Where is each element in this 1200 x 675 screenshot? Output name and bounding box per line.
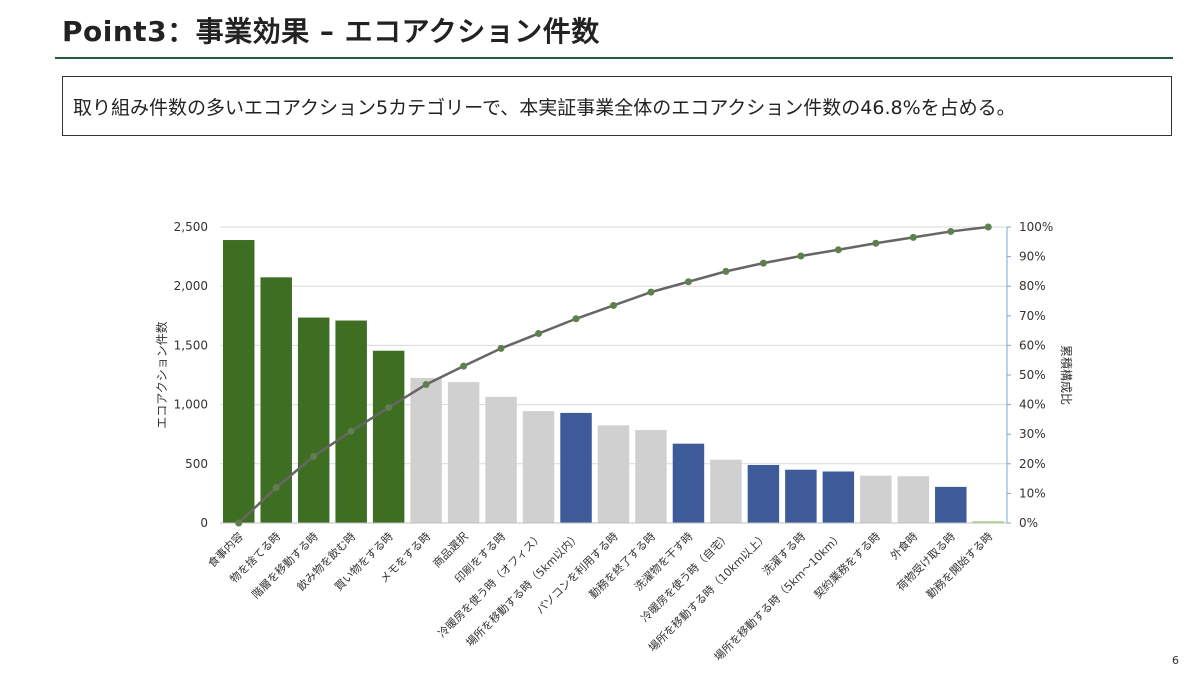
bar xyxy=(972,521,1005,523)
bar xyxy=(372,350,405,523)
bar xyxy=(597,425,630,523)
cumulative-point xyxy=(310,452,318,460)
bar xyxy=(747,464,780,523)
summary-box: 取り組み件数の多いエコアクション5カテゴリーで、本実証事業全体のエコアクション件… xyxy=(62,76,1172,136)
bar xyxy=(710,459,742,523)
cumulative-point xyxy=(235,519,243,527)
bar xyxy=(785,469,817,523)
y-tick-label: 500 xyxy=(185,457,208,471)
cumulative-point xyxy=(572,315,580,323)
cumulative-point xyxy=(460,362,468,370)
y2-tick-label: 80% xyxy=(1019,279,1046,293)
y-tick-label: 2,500 xyxy=(174,220,208,234)
bar xyxy=(672,443,705,523)
cumulative-point xyxy=(759,259,767,267)
bar xyxy=(485,396,517,523)
y-tick-label: 1,000 xyxy=(174,398,208,412)
bar xyxy=(335,320,367,523)
cumulative-point xyxy=(834,246,842,254)
y2-tick-label: 100% xyxy=(1019,220,1053,234)
cumulative-point xyxy=(722,267,730,275)
cumulative-point xyxy=(872,239,880,247)
cumulative-point xyxy=(385,404,393,412)
bar xyxy=(897,476,930,523)
cumulative-point xyxy=(272,483,280,491)
y-tick-label: 2,000 xyxy=(174,279,208,293)
x-tick-label: 階層を移動する時 xyxy=(249,529,321,601)
y2-tick-label: 0% xyxy=(1019,516,1038,530)
cumulative-point xyxy=(422,380,430,388)
cumulative-point xyxy=(347,427,355,435)
y-tick-label: 0 xyxy=(200,516,208,530)
y-tick-label: 1,500 xyxy=(174,338,208,352)
cumulative-point xyxy=(497,344,505,352)
cumulative-point xyxy=(647,288,655,296)
bar xyxy=(260,277,292,523)
bar xyxy=(222,240,255,524)
y2-tick-label: 20% xyxy=(1019,457,1046,471)
bar xyxy=(860,475,892,523)
y2-tick-label: 90% xyxy=(1019,250,1046,264)
cumulative-point xyxy=(610,301,617,309)
summary-text: 取り組み件数の多いエコアクション5カテゴリーで、本実証事業全体のエコアクション件… xyxy=(73,96,1016,119)
bar xyxy=(560,412,592,523)
bar xyxy=(522,411,555,523)
x-tick-label: 契約業務をする時 xyxy=(811,529,883,601)
y2-tick-label: 50% xyxy=(1019,368,1046,382)
cumulative-point xyxy=(984,223,992,231)
title-rule xyxy=(55,57,1173,59)
slide-title: Point3：事業効果 – エコアクション件数 xyxy=(62,15,600,48)
cumulative-point xyxy=(535,330,543,338)
cumulative-point xyxy=(909,233,917,241)
x-tick-label: 勤務を開始する時 xyxy=(923,529,995,601)
bar xyxy=(935,486,967,523)
bar xyxy=(635,430,667,523)
y2-tick-label: 60% xyxy=(1019,338,1046,352)
y2-axis-title: 累積構成比 xyxy=(1059,345,1074,405)
y-axis-title: エコアクション件数 xyxy=(154,321,169,428)
y2-tick-label: 30% xyxy=(1019,427,1046,441)
cumulative-point xyxy=(947,227,955,235)
bar xyxy=(822,471,855,523)
y2-tick-label: 70% xyxy=(1019,309,1046,323)
page-number: 6 xyxy=(1172,654,1179,667)
x-tick-label: 勤務を終了する時 xyxy=(586,529,658,601)
y2-tick-label: 10% xyxy=(1019,486,1046,500)
bar xyxy=(447,382,480,523)
cumulative-point xyxy=(797,252,805,260)
y2-tick-label: 40% xyxy=(1019,398,1046,412)
bar xyxy=(410,377,442,523)
cumulative-point xyxy=(684,278,692,286)
x-tick-label: 外食時 xyxy=(887,529,920,562)
bar xyxy=(297,317,330,523)
